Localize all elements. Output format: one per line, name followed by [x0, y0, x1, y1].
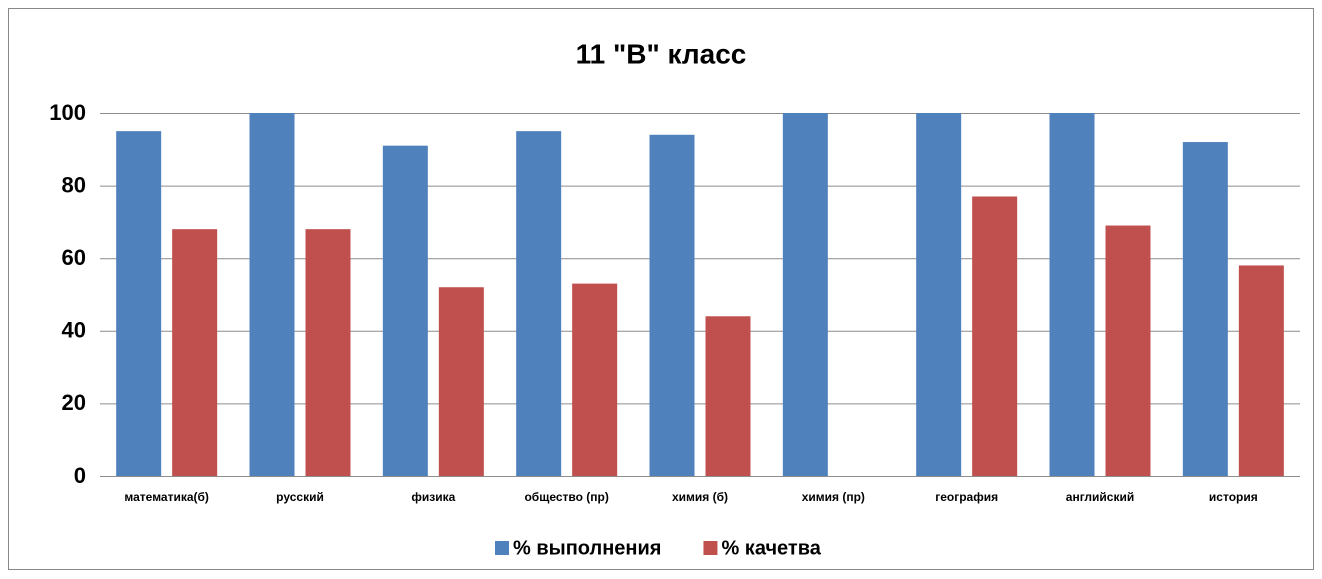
bar [705, 316, 751, 476]
legend-swatch [703, 541, 718, 555]
bar [572, 283, 618, 476]
bar [438, 287, 484, 476]
bar [1182, 142, 1228, 477]
x-tick-label: физика [411, 490, 455, 504]
y-tick-label: 40 [62, 318, 86, 343]
legend-label: % качетва [721, 537, 821, 559]
y-tick-label: 100 [49, 100, 86, 125]
bar [916, 113, 962, 476]
x-tick-label: история [1209, 490, 1258, 504]
bar [972, 196, 1018, 477]
bar [382, 145, 428, 477]
bar [116, 131, 162, 476]
y-tick-label: 80 [62, 172, 86, 197]
x-tick-label: химия (пр) [802, 490, 865, 504]
x-tick-label: русский [276, 490, 324, 504]
legend-label: % выполнения [513, 537, 661, 559]
bar [649, 134, 695, 476]
y-tick-label: 20 [62, 390, 86, 415]
bar [516, 131, 562, 476]
bar [1105, 225, 1151, 476]
legend-swatch [495, 541, 509, 555]
bar [249, 113, 295, 476]
chart-title: 11 "В" класс [576, 38, 747, 69]
x-tick-label: английский [1066, 490, 1134, 504]
x-tick-label: химия (б) [672, 490, 728, 504]
y-tick-label: 60 [62, 245, 86, 270]
x-tick-label: география [935, 490, 998, 504]
bar [1049, 113, 1095, 476]
bar [305, 229, 351, 476]
bar [172, 229, 218, 476]
x-tick-label: общество (пр) [524, 490, 608, 504]
x-tick-label: математика(б) [124, 490, 209, 504]
bar [782, 113, 828, 476]
bar [1238, 265, 1284, 476]
y-tick-label: 0 [74, 463, 86, 488]
